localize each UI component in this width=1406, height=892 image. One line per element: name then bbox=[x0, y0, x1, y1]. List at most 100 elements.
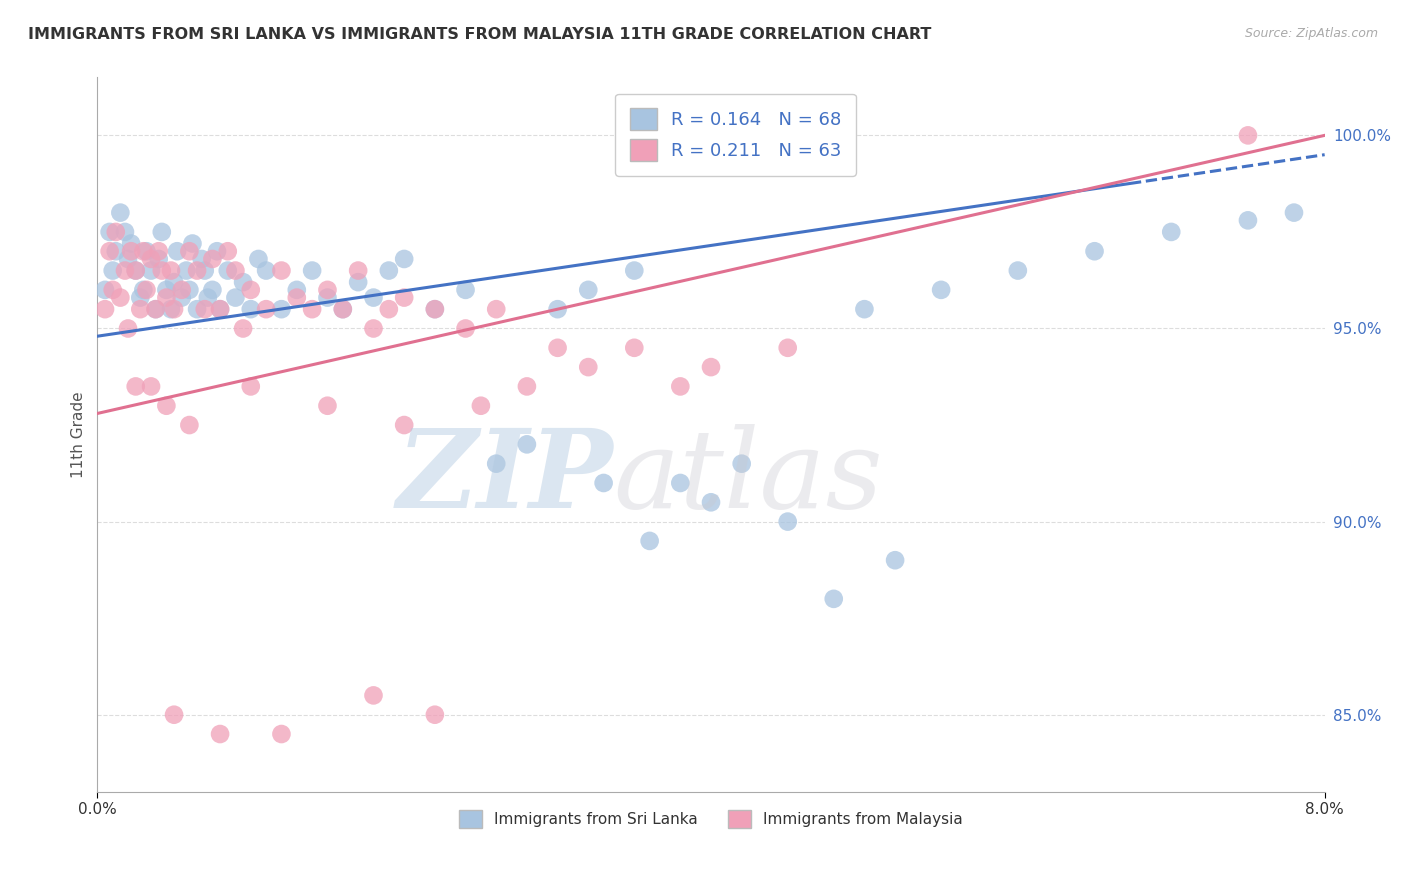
Point bbox=[186, 263, 208, 277]
Point bbox=[1237, 213, 1260, 227]
Point bbox=[470, 399, 492, 413]
Point bbox=[155, 399, 177, 413]
Point bbox=[378, 302, 401, 317]
Point bbox=[194, 302, 217, 317]
Point bbox=[117, 252, 139, 266]
Point bbox=[254, 263, 277, 277]
Point bbox=[139, 252, 162, 266]
Point bbox=[1237, 128, 1260, 143]
Point bbox=[209, 302, 232, 317]
Point bbox=[239, 283, 262, 297]
Point bbox=[163, 707, 186, 722]
Point bbox=[1007, 263, 1029, 277]
Point bbox=[301, 263, 323, 277]
Point bbox=[179, 244, 201, 259]
Point bbox=[347, 263, 370, 277]
Text: Source: ZipAtlas.com: Source: ZipAtlas.com bbox=[1244, 27, 1378, 40]
Point bbox=[378, 263, 401, 277]
Point bbox=[392, 252, 415, 266]
Point bbox=[547, 302, 569, 317]
Point bbox=[232, 275, 254, 289]
Point bbox=[516, 437, 538, 451]
Point bbox=[217, 244, 239, 259]
Point bbox=[316, 291, 339, 305]
Point bbox=[160, 302, 183, 317]
Point bbox=[181, 236, 204, 251]
Point bbox=[101, 283, 124, 297]
Point bbox=[254, 302, 277, 317]
Point bbox=[669, 379, 692, 393]
Point bbox=[139, 263, 162, 277]
Legend: Immigrants from Sri Lanka, Immigrants from Malaysia: Immigrants from Sri Lanka, Immigrants fr… bbox=[453, 804, 969, 834]
Point bbox=[853, 302, 876, 317]
Point bbox=[224, 291, 246, 305]
Point bbox=[145, 302, 167, 317]
Point bbox=[117, 321, 139, 335]
Point bbox=[301, 302, 323, 317]
Point bbox=[285, 283, 308, 297]
Point bbox=[94, 302, 117, 317]
Point bbox=[148, 252, 170, 266]
Point bbox=[700, 495, 723, 509]
Point bbox=[363, 291, 385, 305]
Point bbox=[423, 302, 446, 317]
Point bbox=[179, 283, 201, 297]
Point bbox=[316, 283, 339, 297]
Point bbox=[114, 263, 136, 277]
Point bbox=[823, 591, 845, 606]
Point bbox=[776, 515, 799, 529]
Point bbox=[120, 244, 142, 259]
Text: atlas: atlas bbox=[613, 424, 883, 532]
Point bbox=[270, 263, 292, 277]
Point bbox=[150, 263, 173, 277]
Point bbox=[316, 399, 339, 413]
Point bbox=[201, 252, 224, 266]
Point bbox=[145, 302, 167, 317]
Point bbox=[239, 302, 262, 317]
Text: IMMIGRANTS FROM SRI LANKA VS IMMIGRANTS FROM MALAYSIA 11TH GRADE CORRELATION CHA: IMMIGRANTS FROM SRI LANKA VS IMMIGRANTS … bbox=[28, 27, 932, 42]
Point bbox=[209, 302, 232, 317]
Point bbox=[239, 379, 262, 393]
Point bbox=[731, 457, 754, 471]
Point bbox=[125, 263, 148, 277]
Point bbox=[125, 263, 148, 277]
Point bbox=[132, 283, 155, 297]
Point bbox=[1160, 225, 1182, 239]
Point bbox=[155, 291, 177, 305]
Point bbox=[700, 360, 723, 375]
Point bbox=[332, 302, 354, 317]
Point bbox=[163, 302, 186, 317]
Point bbox=[392, 418, 415, 433]
Point bbox=[592, 475, 614, 490]
Point bbox=[247, 252, 270, 266]
Point bbox=[120, 236, 142, 251]
Point bbox=[98, 244, 121, 259]
Point bbox=[104, 225, 127, 239]
Point bbox=[454, 321, 477, 335]
Point bbox=[104, 244, 127, 259]
Point bbox=[929, 283, 952, 297]
Point bbox=[176, 263, 198, 277]
Point bbox=[576, 283, 599, 297]
Point bbox=[547, 341, 569, 355]
Text: ZIP: ZIP bbox=[396, 424, 613, 532]
Point bbox=[205, 244, 228, 259]
Point bbox=[623, 263, 645, 277]
Point bbox=[232, 321, 254, 335]
Point bbox=[423, 302, 446, 317]
Point bbox=[669, 475, 692, 490]
Point bbox=[101, 263, 124, 277]
Point bbox=[190, 252, 212, 266]
Point bbox=[114, 225, 136, 239]
Point bbox=[129, 302, 152, 317]
Point bbox=[166, 244, 188, 259]
Point bbox=[186, 302, 208, 317]
Point bbox=[160, 263, 183, 277]
Point bbox=[209, 727, 232, 741]
Point bbox=[155, 283, 177, 297]
Point bbox=[638, 533, 661, 548]
Point bbox=[194, 263, 217, 277]
Point bbox=[1282, 205, 1305, 219]
Point bbox=[125, 379, 148, 393]
Point bbox=[201, 283, 224, 297]
